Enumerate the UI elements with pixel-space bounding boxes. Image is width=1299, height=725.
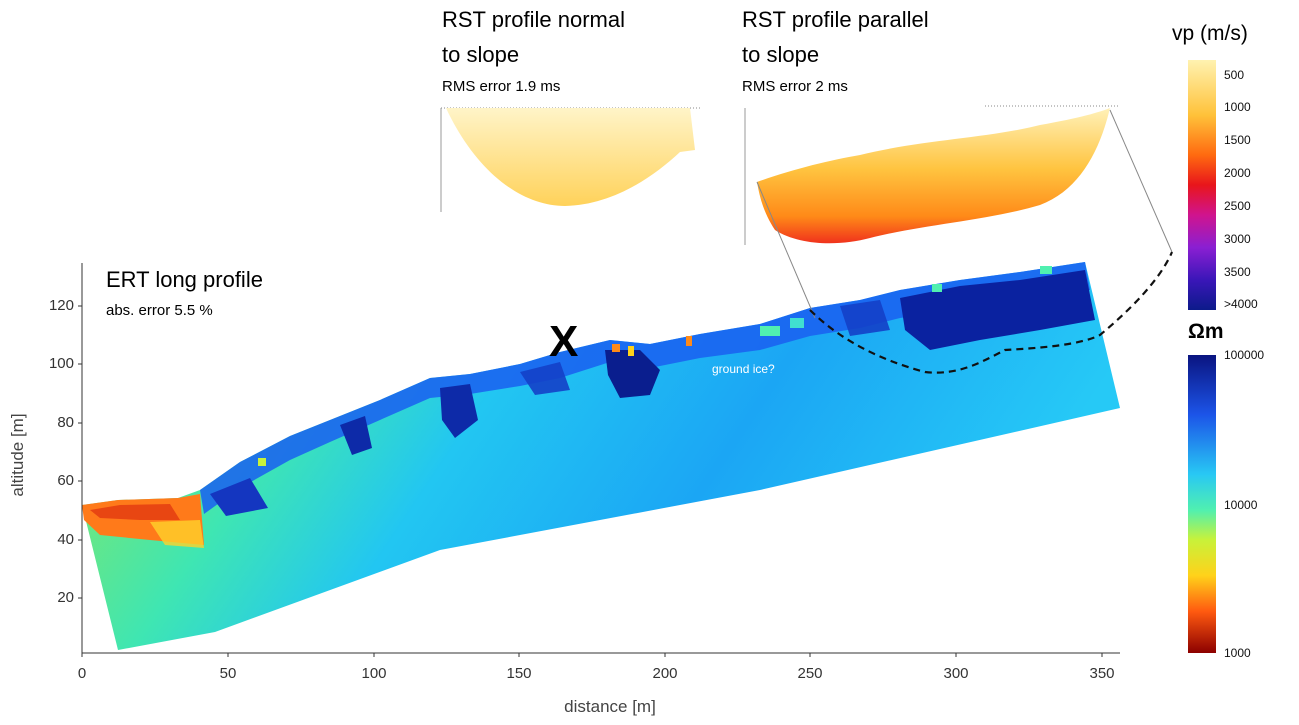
rst-parallel-section [757,108,1110,244]
x-tick-label: 0 [77,665,87,682]
rst-parallel-title-line1: RST profile parallel [742,7,929,32]
vp-colorbar [1188,60,1216,310]
ert-surface-pixel [790,318,804,328]
ert-ice-body-left2 [340,416,372,455]
rst-normal-title-line2: to slope [442,42,520,67]
ert-warm-zone-fringe [150,520,204,548]
y-tick-label: 40 [57,531,74,548]
ert-resistivity-section [82,262,1120,650]
x-tick-label: 250 [797,665,823,682]
x-tick-label: 350 [1089,665,1115,682]
x-tick-label: 150 [506,665,532,682]
vp-tick-label: 1500 [1224,133,1251,147]
ert-warm-zone-core [90,504,180,520]
ohm-colorbar [1188,355,1216,653]
ert-ice-body-mid [520,362,570,395]
x-tick-label: 50 [219,665,237,682]
rst-parallel-error: RMS error 2 ms [742,78,848,95]
ert-surface-pixel [932,284,942,292]
location-marker: X [549,317,579,366]
y-tick-label: 80 [57,414,74,431]
vp-tick-label: 3500 [1224,265,1251,279]
ert-surface-pixel [1040,266,1052,274]
y-axis-label: altitude [m] [8,413,27,497]
ground-ice-annotation: ground ice? [712,362,775,376]
ert-surface-pixel [760,326,780,336]
vp-colorbar-title: vp (m/s) [1172,22,1248,45]
vp-tick-label: >4000 [1224,297,1258,311]
ert-ice-body-rightmid [840,300,890,336]
y-tick-label: 120 [48,297,74,314]
vp-tick-label: 1000 [1224,100,1251,114]
y-axis-ticks [78,305,82,599]
ohm-tick-label: 1000 [1224,646,1251,660]
rst-normal-section [446,108,695,206]
vp-tick-label: 2000 [1224,166,1251,180]
ice-outline-dashed [809,251,1174,374]
rst-normal-error: RMS error 1.9 ms [442,78,561,95]
ohm-tick-label: 100000 [1224,348,1265,362]
connector-line-left [756,181,816,319]
ert-surface-pixel [612,344,620,352]
y-tick-label: 100 [48,355,74,372]
y-tick-label: 20 [57,589,74,606]
y-tick-label: 60 [57,472,74,489]
ert-surface-pixel [628,346,634,356]
x-tick-label: 300 [943,665,969,682]
ert-ice-body-left3 [210,478,268,516]
vp-tick-label: 2500 [1224,199,1251,213]
x-axis-ticks [81,653,1103,657]
x-tick-label: 100 [361,665,387,682]
ert-error: abs. error 5.5 % [106,302,213,319]
ert-ice-body-center [605,350,660,398]
ohm-tick-label: 10000 [1224,498,1258,512]
x-tick-label: 200 [652,665,678,682]
rst-parallel-title-line2: to slope [742,42,820,67]
ert-surface-pixel [258,458,266,466]
ert-ice-body-right [900,270,1095,350]
ert-ice-body-left1 [440,384,478,438]
vp-tick-label: 500 [1224,68,1245,82]
ert-surface-pixel [686,336,692,346]
connector-line-right [1109,109,1173,253]
ert-title: ERT long profile [106,267,263,292]
x-axis-label: distance [m] [564,697,656,716]
ohm-colorbar-title: Ωm [1188,320,1224,343]
rst-normal-title-line1: RST profile normal [442,7,625,32]
vp-tick-label: 3000 [1224,232,1251,246]
